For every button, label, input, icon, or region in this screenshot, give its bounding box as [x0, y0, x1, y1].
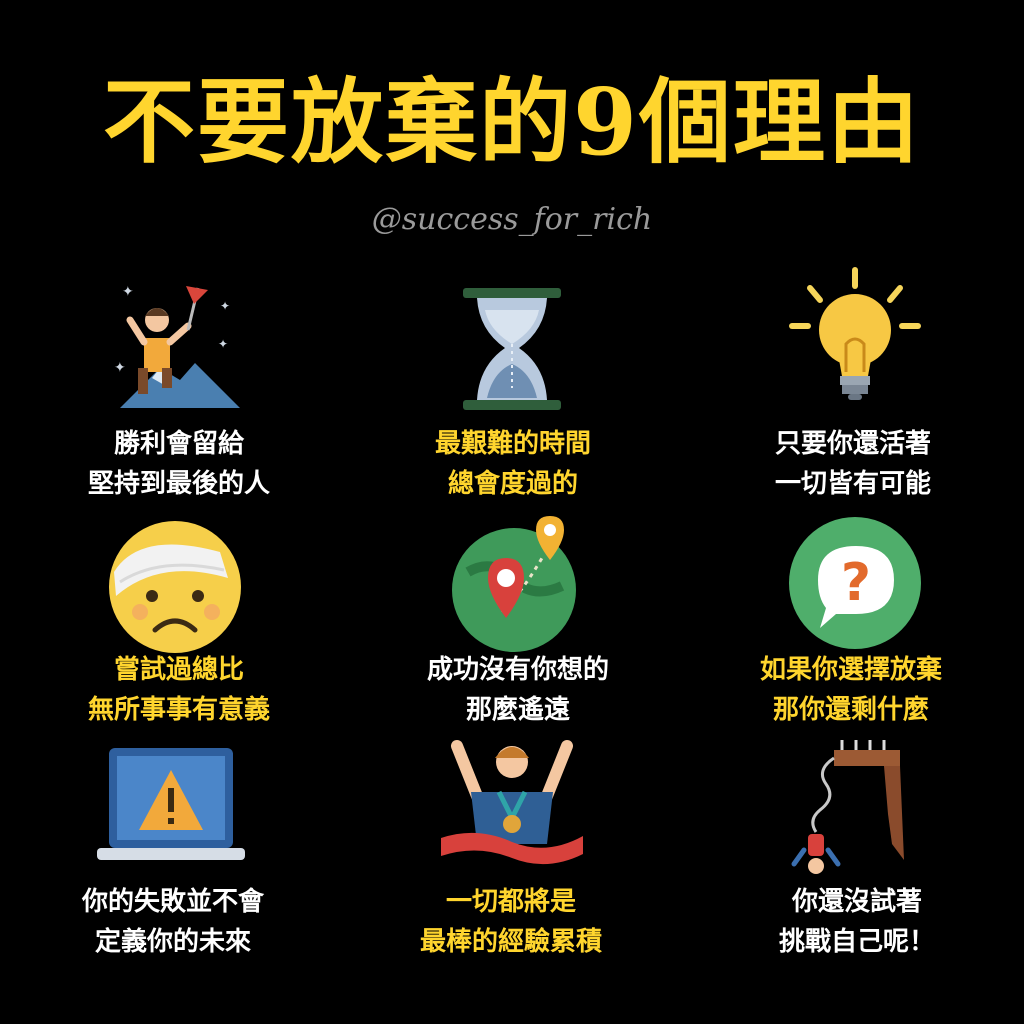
- hourglass-icon: [437, 268, 587, 418]
- reason-line: 勝利會留給: [113, 429, 244, 459]
- reason-line: 無所事事有意義: [87, 695, 270, 725]
- map-pins-globe-icon: [442, 508, 592, 658]
- svg-text:✦: ✦: [114, 360, 126, 376]
- reason-line: 你的失敗並不會: [81, 887, 264, 917]
- question-bubble-icon: ?: [780, 508, 930, 658]
- reason-line: 如果你選擇放棄: [759, 655, 942, 685]
- reason-line: 那麼遙遠: [465, 695, 570, 725]
- reason-line: 成功沒有你想的: [426, 655, 609, 685]
- page-title: 不要放棄的9個理由: [102, 68, 921, 176]
- svg-text:✦: ✦: [218, 337, 228, 351]
- svg-text:✦: ✦: [122, 284, 134, 300]
- reason-line: 你還沒試著: [791, 887, 922, 917]
- reason-line: 挑戰自己呢！: [778, 927, 935, 957]
- bandaged-face-icon: [100, 512, 250, 662]
- reason-caption: 一切都將是 最棒的經驗累積: [361, 882, 661, 962]
- reason-line: 定義你的未來: [94, 927, 251, 957]
- svg-text:?: ?: [841, 553, 871, 613]
- reason-line: 只要你還活著: [774, 429, 931, 459]
- reason-line: 最艱難的時間: [434, 429, 591, 459]
- watermark-handle: @success_for_rich: [371, 202, 653, 237]
- reason-caption: 成功沒有你想的 那麼遙遠: [368, 650, 668, 730]
- laptop-warning-icon: [95, 732, 245, 882]
- reason-caption: 只要你還活著 一切皆有可能: [703, 424, 1003, 504]
- winner-medal-icon: [437, 726, 587, 876]
- reason-caption: 如果你選擇放棄 那你還剩什麼: [701, 650, 1001, 730]
- reason-line: 最棒的經驗累積: [419, 927, 602, 957]
- reason-caption: 你的失敗並不會 定義你的未來: [23, 882, 323, 962]
- reason-caption: 最艱難的時間 總會度過的: [363, 424, 663, 504]
- reason-caption: 勝利會留給 堅持到最後的人: [29, 424, 329, 504]
- reason-line: 嘗試過總比: [113, 655, 244, 685]
- svg-text:✦: ✦: [220, 299, 230, 313]
- reason-line: 那你還剩什麼: [772, 695, 929, 725]
- reason-caption: 嘗試過總比 無所事事有意義: [29, 650, 329, 730]
- reason-line: 一切皆有可能: [774, 469, 931, 499]
- mountain-climber-flag-icon: ✦ ✦ ✦ ✦: [100, 268, 250, 418]
- reason-line: 堅持到最後的人: [87, 469, 270, 499]
- lightbulb-icon: [780, 264, 930, 414]
- reason-line: 一切都將是: [445, 887, 576, 917]
- bungee-jump-icon: [780, 740, 930, 890]
- reason-line: 總會度過的: [447, 469, 578, 499]
- reason-caption: 你還沒試著 挑戰自己呢！: [707, 882, 1007, 962]
